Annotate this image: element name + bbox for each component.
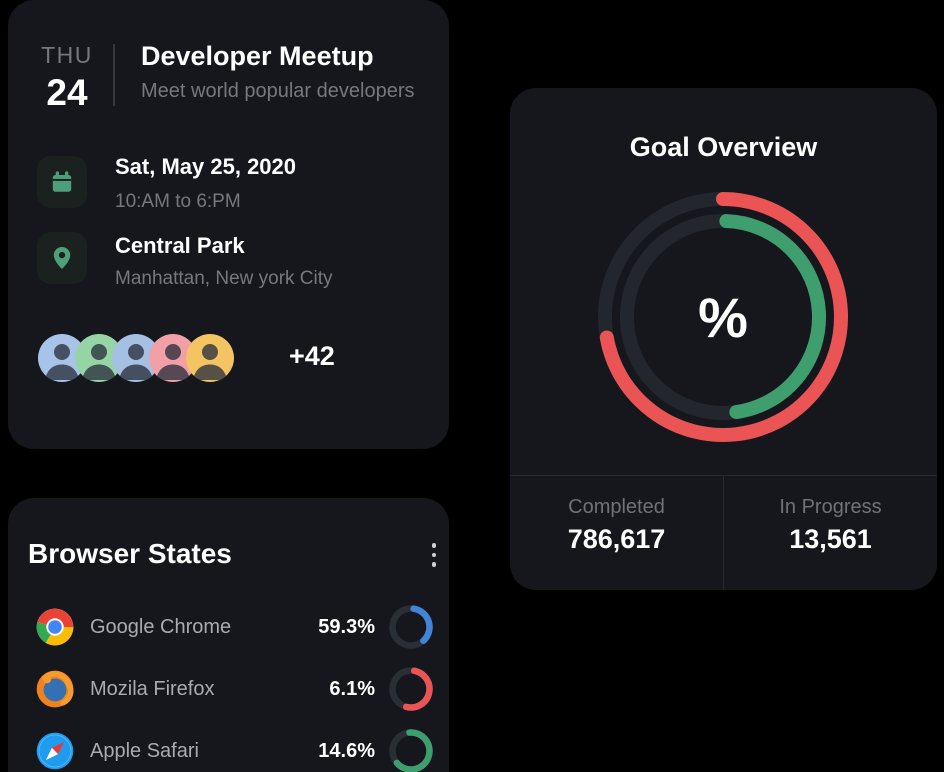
attendee-avatar-group	[38, 334, 234, 382]
browser-card-title: Browser States	[28, 538, 232, 569]
event-card: THU 24 Developer Meetup Meet world popul…	[8, 0, 449, 449]
chrome-icon	[36, 608, 74, 646]
event-venue-text: Central Park	[115, 233, 245, 258]
browser-list: Google Chrome 59.3% Mozila Firefox 6.1%	[8, 596, 449, 772]
stat-value: 786,617	[567, 524, 666, 554]
goal-donut-chart	[598, 192, 848, 442]
goal-stat-completed: Completed 786,617	[510, 476, 723, 590]
chrome-ring-chart	[389, 605, 433, 649]
browser-share: 6.1%	[329, 677, 375, 700]
browser-share: 14.6%	[318, 739, 375, 762]
location-pin-icon	[53, 246, 71, 270]
stat-label: Completed	[568, 496, 665, 518]
avatar	[186, 334, 234, 382]
stat-value: 13,561	[789, 524, 872, 554]
event-city-text: Manhattan, New york City	[115, 268, 333, 289]
calendar-icon-box	[37, 156, 87, 208]
goal-stat-in-progress: In Progress 13,561	[723, 476, 937, 590]
avatar	[112, 334, 160, 382]
event-time-text: 10:AM to 6:PM	[115, 191, 241, 212]
vertical-divider	[113, 44, 115, 106]
goal-card-title: Goal Overview	[629, 132, 818, 162]
safari-ring-chart	[389, 729, 433, 772]
event-subtitle: Meet world popular developers	[141, 80, 415, 102]
browser-name: Apple Safari	[90, 739, 199, 762]
browser-row-firefox[interactable]: Mozila Firefox 6.1%	[8, 658, 449, 720]
event-title: Developer Meetup	[141, 41, 374, 71]
browser-share: 59.3%	[318, 615, 375, 638]
location-icon-box	[37, 232, 87, 284]
firefox-ring-chart	[389, 667, 433, 711]
event-date-block: THU 24	[32, 42, 102, 114]
kebab-menu-icon[interactable]	[420, 538, 448, 572]
firefox-icon	[36, 670, 74, 708]
goal-overview-card: Goal Overview % Completed 786,617 In Pro…	[510, 88, 937, 590]
browser-name: Google Chrome	[90, 615, 232, 638]
browser-row-chrome[interactable]: Google Chrome 59.3%	[8, 596, 449, 658]
event-day-number: 24	[46, 72, 88, 113]
stat-label: In Progress	[779, 496, 882, 518]
extra-attendees-count: +42	[289, 341, 335, 371]
event-date-text: Sat, May 25, 2020	[115, 154, 297, 179]
event-day-label: THU	[41, 42, 93, 68]
safari-icon	[36, 732, 74, 770]
goal-stats-bar: Completed 786,617 In Progress 13,561	[510, 475, 937, 590]
calendar-icon	[52, 171, 72, 192]
browser-row-safari[interactable]: Apple Safari 14.6%	[8, 720, 449, 772]
browser-states-card: Browser States Google Chrome 59.3%	[8, 498, 449, 772]
browser-name: Mozila Firefox	[90, 677, 215, 700]
goal-donut-center-label: %	[698, 285, 748, 349]
